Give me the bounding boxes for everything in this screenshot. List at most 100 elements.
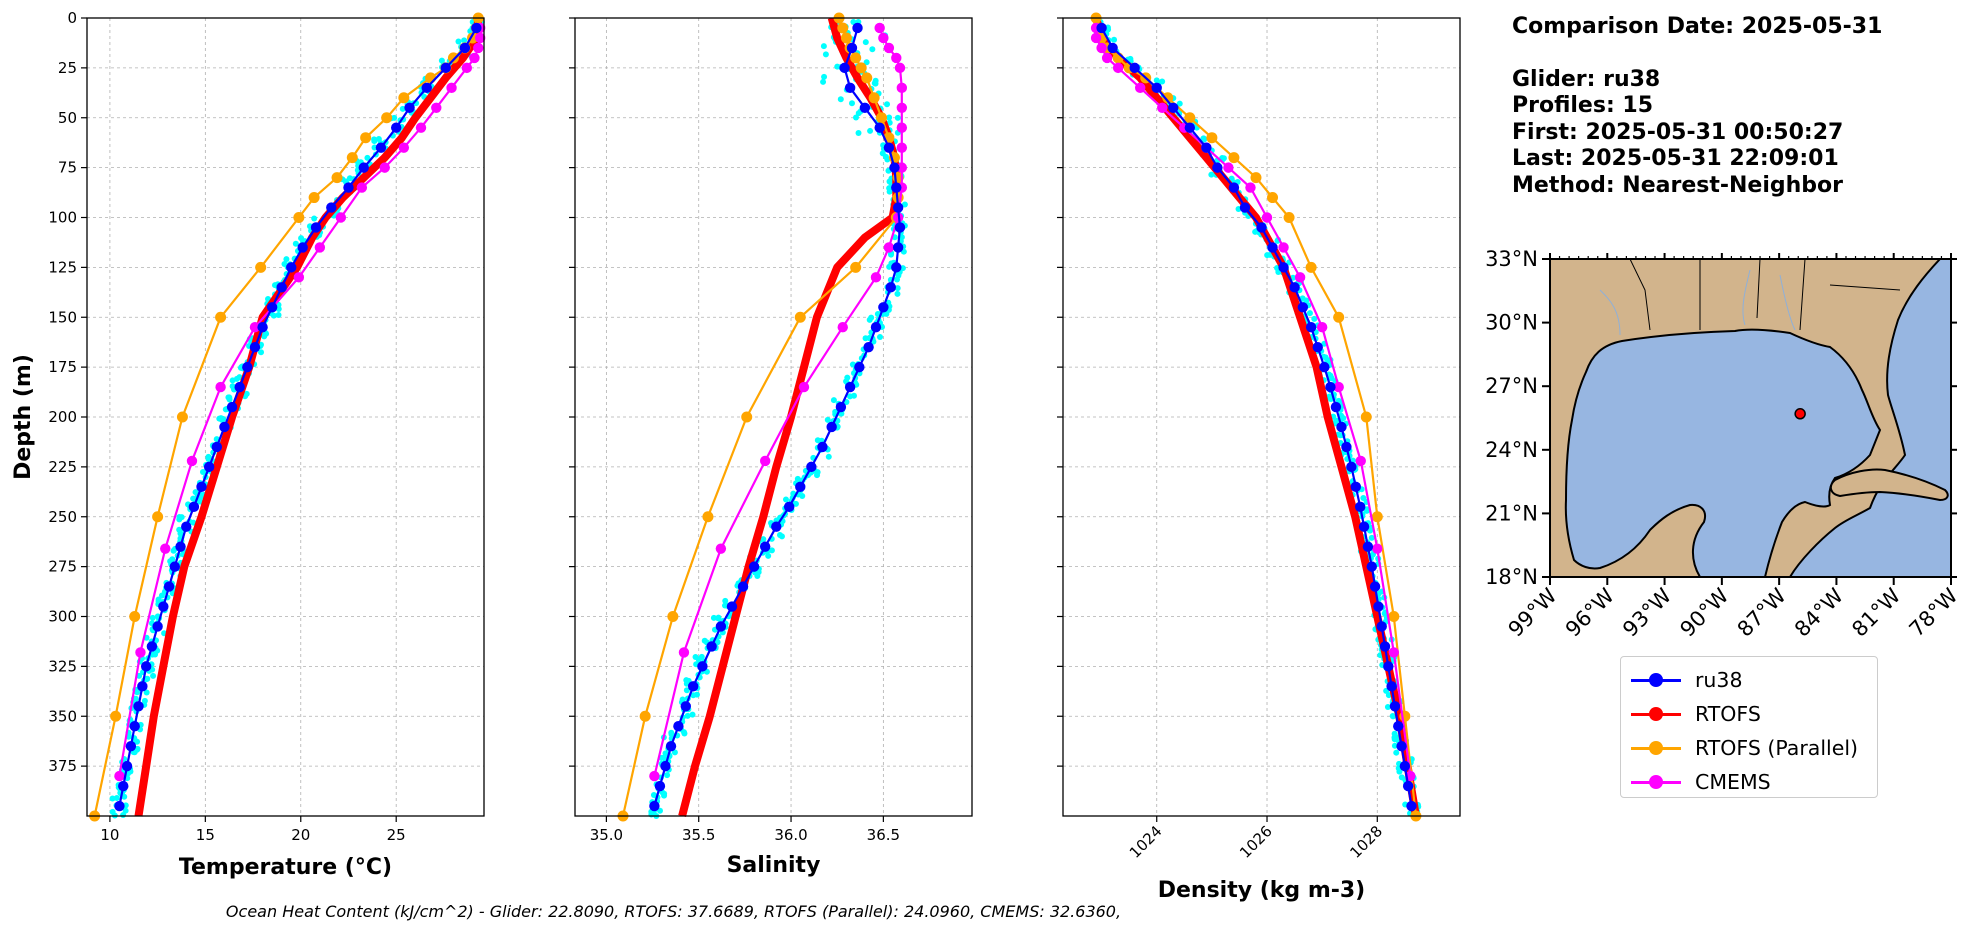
glider-profile-point xyxy=(143,689,150,696)
series-point-ru38 xyxy=(404,102,415,113)
series-point-cmems xyxy=(837,322,848,333)
glider-profile-point xyxy=(679,696,686,703)
series-point-ru38 xyxy=(1184,122,1196,133)
glider-profile-point xyxy=(820,43,827,50)
series-point-ru38 xyxy=(152,621,163,632)
series-point-rtofs-parallel xyxy=(855,62,867,74)
series-point-ru38 xyxy=(211,441,222,453)
series-point-ru38 xyxy=(1212,162,1223,173)
series-point-ru38 xyxy=(817,441,828,453)
series-point-ru38 xyxy=(286,262,297,273)
series-point-cmems xyxy=(896,82,908,94)
lat-tick-label: 30°N xyxy=(1485,311,1538,335)
series-point-ru38 xyxy=(665,740,677,752)
glider-profile-point xyxy=(822,51,829,58)
series-point-ru38 xyxy=(1399,760,1411,772)
lon-tick-label: 99°W xyxy=(1504,583,1562,641)
lon-tick-label: 93°W xyxy=(1618,583,1676,641)
glider-profile-point xyxy=(814,437,821,444)
legend-item-rtofs-parallel: RTOFS (Parallel) xyxy=(1631,731,1867,765)
series-point-ru38 xyxy=(137,681,148,692)
series-point-ru38 xyxy=(158,601,169,612)
glider-profile-point xyxy=(886,185,893,192)
x-tick-label: 15 xyxy=(196,826,215,844)
glider-profile-point xyxy=(894,290,901,297)
series-point-ru38 xyxy=(471,22,482,34)
series-point-cmems xyxy=(896,162,908,173)
y-tick-label: 225 xyxy=(48,458,77,476)
series-point-ru38 xyxy=(891,262,902,273)
last-time: Last: 2025-05-31 22:09:01 xyxy=(1512,146,1839,171)
series-point-ru38 xyxy=(1406,800,1417,812)
series-point-ru38 xyxy=(870,322,882,333)
legend-item-ru38: ru38 xyxy=(1631,663,1867,697)
series-point-ru38 xyxy=(1369,581,1381,592)
series-point-ru38 xyxy=(1267,242,1278,253)
glider-profile-point xyxy=(176,526,183,533)
series-point-rtofs-parallel xyxy=(850,52,862,64)
series-point-ru38 xyxy=(343,182,354,193)
series-point-cmems xyxy=(469,52,480,64)
x-tick-label: 1024 xyxy=(1126,822,1166,862)
series-point-cmems xyxy=(870,272,882,283)
series-point-ru38 xyxy=(1362,541,1374,552)
series-point-cmems xyxy=(1333,381,1344,393)
series-point-rtofs-parallel xyxy=(1333,311,1345,323)
series-point-ru38 xyxy=(673,721,684,732)
rivers xyxy=(1599,269,1796,336)
series-point-rtofs-parallel xyxy=(293,212,305,223)
location-map: 99°W 96°W 93°W 90°W 87°W 84°W 81°W 78°W 18°N 21°N… xyxy=(1485,247,1963,642)
series-point-ru38 xyxy=(859,102,871,113)
series-point-ru38 xyxy=(1289,282,1300,293)
glider-profile-point xyxy=(1111,36,1118,43)
glider-profile-point xyxy=(868,314,875,321)
series-point-ru38 xyxy=(835,401,847,413)
glider-profile-point xyxy=(275,311,282,318)
series-point-ru38 xyxy=(846,42,858,54)
series-point-ru38 xyxy=(889,162,900,173)
series-point-ru38 xyxy=(169,561,180,572)
series-point-ru38 xyxy=(1168,102,1179,113)
glider-profile-point xyxy=(1333,417,1340,424)
glider-profile-point xyxy=(690,692,697,699)
glider-profile-point xyxy=(190,495,197,502)
glider-profile-point xyxy=(206,454,213,461)
glider-profile-point xyxy=(869,46,876,53)
glider-profile-point xyxy=(149,614,156,621)
series-point-ru38 xyxy=(1396,740,1407,752)
series-line-rtofs xyxy=(678,16,901,818)
series-point-ru38 xyxy=(196,481,207,493)
y-tick-label: 25 xyxy=(58,59,77,77)
series-point-ru38 xyxy=(1312,341,1323,353)
salinity-ticks: 35.0 35.5 36.0 36.5 xyxy=(569,17,900,844)
glider-profile-point xyxy=(886,119,893,126)
series-point-ru38 xyxy=(257,322,268,333)
glider-profile-point xyxy=(155,596,162,603)
series-point-ru38 xyxy=(125,740,137,752)
glider-profile-point xyxy=(281,260,288,267)
series-point-ru38 xyxy=(885,282,896,293)
series-point-ru38 xyxy=(891,182,902,193)
y-tick-label: 100 xyxy=(48,209,77,227)
glider-profile-point xyxy=(141,697,148,704)
series-point-ru38 xyxy=(440,62,452,74)
series-point-rtofs-parallel xyxy=(1305,261,1317,273)
series-point-cmems xyxy=(1355,455,1366,467)
series-point-cmems xyxy=(1278,242,1289,253)
series-point-cmems xyxy=(1316,322,1328,333)
series-point-cmems xyxy=(1261,212,1273,223)
series-point-ru38 xyxy=(726,601,738,612)
glider-profile-point xyxy=(220,416,227,423)
legend-swatch-ru38 xyxy=(1631,670,1681,690)
series-point-ru38 xyxy=(226,401,238,413)
series-point-ru38 xyxy=(234,381,245,393)
series-point-rtofs-parallel xyxy=(215,311,227,323)
salinity-series xyxy=(617,12,908,822)
series-point-ru38 xyxy=(715,621,727,632)
glider-profile-point xyxy=(855,130,862,137)
series-point-ru38 xyxy=(894,222,906,233)
legend-item-rtofs: RTOFS xyxy=(1631,697,1867,731)
series-point-cmems xyxy=(431,102,442,113)
glider-profile-point xyxy=(695,656,702,663)
glider-profile-point xyxy=(1368,534,1375,541)
